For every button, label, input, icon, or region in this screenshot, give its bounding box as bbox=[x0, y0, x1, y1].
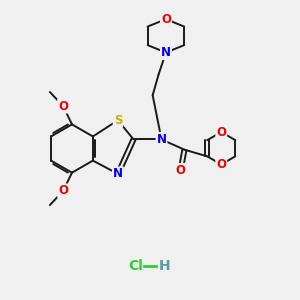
Text: N: N bbox=[157, 133, 166, 146]
Text: S: S bbox=[114, 114, 122, 127]
Text: N: N bbox=[161, 46, 171, 59]
Text: N: N bbox=[113, 167, 123, 180]
Text: H: H bbox=[159, 259, 170, 273]
Text: O: O bbox=[216, 125, 226, 139]
Text: Cl: Cl bbox=[128, 259, 143, 273]
Text: O: O bbox=[176, 164, 186, 177]
Text: O: O bbox=[58, 184, 68, 197]
Text: O: O bbox=[161, 13, 171, 26]
Text: O: O bbox=[58, 100, 68, 112]
Text: O: O bbox=[216, 158, 226, 171]
